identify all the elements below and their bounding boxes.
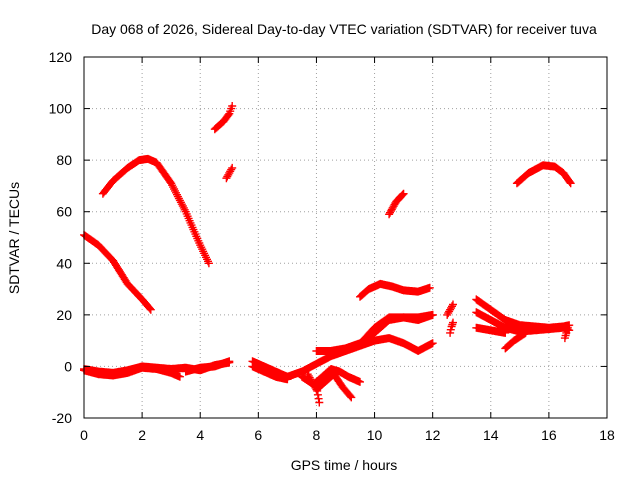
plus-markers bbox=[472, 308, 574, 336]
y-axis-label: SDTVAR / TECUs bbox=[6, 182, 22, 294]
plus-markers bbox=[560, 323, 572, 343]
series-arc-v bbox=[472, 308, 574, 336]
tick-labels: 0 2 4 6 8 10 12 14 16 18 -20 0 20 40 60 80 100 120 bbox=[49, 49, 615, 443]
plus-markers bbox=[472, 323, 510, 337]
y-tick-label: 0 bbox=[64, 358, 72, 374]
chart-title: Day 068 of 2026, Sidereal Day-to-day VTE… bbox=[91, 21, 597, 37]
x-tick-label: 12 bbox=[425, 427, 441, 443]
series-arc-s bbox=[443, 300, 457, 319]
plus-markers bbox=[385, 189, 408, 219]
series-arc-k bbox=[248, 362, 292, 384]
plus-markers bbox=[181, 357, 234, 376]
plus-markers bbox=[443, 300, 457, 319]
series-arc-t bbox=[446, 318, 457, 337]
x-tick-label: 8 bbox=[313, 427, 321, 443]
y-tick-label: 100 bbox=[49, 101, 73, 117]
x-tick-label: 18 bbox=[599, 427, 615, 443]
y-tick-label: 40 bbox=[56, 255, 72, 271]
axis-ticks bbox=[83, 56, 608, 419]
series-arc-c bbox=[210, 102, 237, 134]
grid-lines bbox=[84, 57, 607, 418]
series-arc-f bbox=[512, 161, 575, 188]
plus-markers bbox=[501, 328, 530, 353]
y-tick-label: 20 bbox=[56, 307, 72, 323]
plus-markers bbox=[248, 362, 292, 384]
y-tick-label: 80 bbox=[56, 152, 72, 168]
x-tick-label: 16 bbox=[541, 427, 557, 443]
x-tick-label: 4 bbox=[196, 427, 204, 443]
series-arc-b bbox=[98, 154, 213, 268]
y-tick-label: 120 bbox=[49, 49, 73, 65]
plus-markers bbox=[98, 154, 213, 268]
x-tick-label: 10 bbox=[367, 427, 383, 443]
y-tick-label: 60 bbox=[56, 204, 72, 220]
x-tick-label: 2 bbox=[138, 427, 146, 443]
x-tick-label: 0 bbox=[80, 427, 88, 443]
plus-markers bbox=[356, 279, 434, 301]
series-arc-n bbox=[358, 310, 437, 345]
series-arc-w bbox=[472, 323, 510, 337]
series-arc-e bbox=[385, 189, 408, 219]
x-axis-label: GPS time / hours bbox=[291, 457, 398, 473]
x-tick-label: 14 bbox=[483, 427, 499, 443]
plus-markers bbox=[210, 102, 237, 134]
plus-markers bbox=[312, 383, 324, 407]
series-arc-x bbox=[501, 328, 530, 353]
plus-markers bbox=[512, 161, 575, 188]
series-arc-r bbox=[312, 383, 324, 407]
series-arc-i bbox=[181, 357, 234, 376]
plus-markers bbox=[358, 310, 437, 345]
y-tick-label: -20 bbox=[52, 410, 72, 426]
plus-markers bbox=[446, 318, 457, 337]
series-arc-d bbox=[222, 163, 237, 183]
series-arc-y bbox=[560, 323, 572, 343]
plot-frame bbox=[83, 56, 608, 419]
x-tick-label: 6 bbox=[254, 427, 262, 443]
series-arc-o bbox=[356, 279, 434, 301]
plus-markers bbox=[222, 163, 237, 183]
